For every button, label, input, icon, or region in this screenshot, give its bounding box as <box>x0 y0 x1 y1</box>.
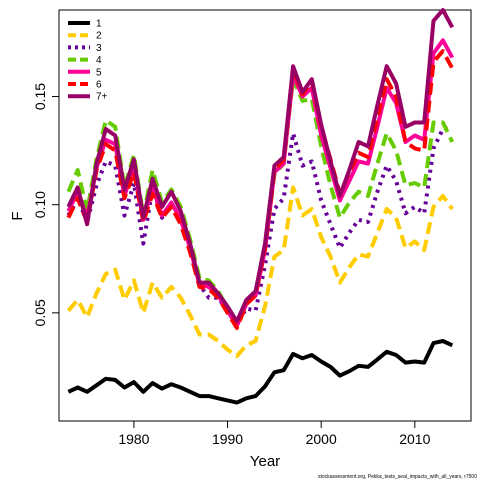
plot-frame <box>58 9 472 422</box>
y-axis: 0.05 0.10 0.15 <box>32 83 60 326</box>
legend-label: 1 <box>96 19 102 30</box>
x-tick-label: 2010 <box>399 431 430 447</box>
legend-label: 2 <box>96 31 102 42</box>
legend-label: 5 <box>96 67 102 78</box>
legend-label: 3 <box>96 43 102 54</box>
y-tick-label: 0.05 <box>32 299 48 326</box>
legend-label: 4 <box>96 55 102 66</box>
series-line-1 <box>67 339 454 405</box>
series-line-2 <box>66 185 454 359</box>
x-tick-label: 1980 <box>118 431 149 447</box>
series-layer <box>66 8 455 405</box>
x-tick-label: 2000 <box>306 431 337 447</box>
legend-label: 6 <box>96 80 102 91</box>
x-tick-label: 1990 <box>212 431 243 447</box>
x-axis: 1980 1990 2000 2010 <box>68 420 453 447</box>
y-tick-label: 0.10 <box>32 191 48 218</box>
series-line-7plus <box>66 8 455 324</box>
y-tick-label: 0.15 <box>32 83 48 110</box>
credit-text: stockassessment.org, Pekka_tests_seal_im… <box>318 474 477 480</box>
x-axis-title: Year <box>250 453 280 470</box>
y-axis-title: F <box>9 211 26 220</box>
legend-label: 7+ <box>96 92 108 103</box>
